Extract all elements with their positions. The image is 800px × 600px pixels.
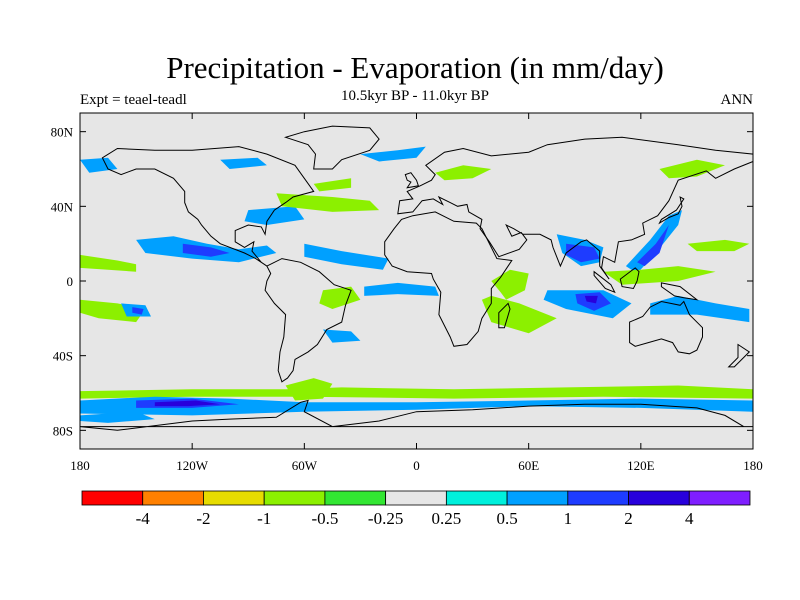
field-region-17 (584, 295, 598, 304)
field-region-9 (132, 307, 144, 315)
field-region-21 (637, 225, 669, 267)
colorbar-box-5 (385, 490, 447, 506)
colorbar-label: 0.25 (431, 509, 461, 528)
coastline-new-guinea (660, 282, 699, 301)
field-region-2 (304, 243, 389, 270)
x-tick-label: 60W (292, 458, 318, 473)
colorbar-label: 2 (624, 509, 633, 528)
coastline-japan (658, 196, 685, 225)
coastline-antarctica (79, 399, 753, 431)
coastline-north-america (101, 146, 315, 267)
colorbar-box-4 (324, 490, 387, 506)
colorbar-box-0 (81, 490, 144, 506)
colorbar-label: -2 (196, 509, 210, 528)
field-region-35 (220, 157, 267, 169)
coastlines (79, 125, 754, 431)
coastline-australia (629, 300, 703, 355)
x-tick-label: 0 (413, 458, 420, 473)
field-region-5 (313, 178, 352, 192)
y-tick-label: 80S (53, 423, 73, 438)
experiment-label: Expt = teael-teadl (80, 92, 187, 108)
x-tick-label: 120W (176, 458, 209, 473)
map-ticks: 180 120W 60W 0 60E 120E 180 80N 40N 0 40S 80S (51, 113, 763, 473)
colorbar-box-2 (203, 490, 265, 506)
x-tick-label: 60E (518, 458, 539, 473)
coastline-south-america (264, 258, 352, 383)
coastline-borneo (619, 267, 640, 290)
field-region-3 (244, 206, 305, 225)
coastline-eurasia (397, 136, 754, 280)
field-region-4 (276, 193, 380, 212)
field-region-33 (435, 165, 492, 181)
colorbar-label: 4 (685, 509, 694, 528)
field-region-1 (182, 243, 230, 257)
field-region-6 (80, 254, 137, 272)
coastline-new-zealand (727, 343, 751, 368)
field-regions (80, 146, 753, 423)
field-region-26 (80, 396, 753, 416)
x-tick-label: 120E (627, 458, 655, 473)
field-region-23 (650, 295, 750, 323)
field-region-12 (323, 329, 361, 343)
colorbar-box-6 (445, 490, 508, 506)
coastline-uk (404, 172, 420, 189)
y-tick-label: 40N (51, 199, 74, 214)
colorbar-label: 0.5 (496, 509, 517, 528)
colorbar-box-7 (506, 490, 569, 506)
coastline-sumatra (593, 270, 616, 294)
field-region-14 (481, 295, 557, 334)
field-region-29 (80, 411, 155, 423)
field-region-28 (154, 400, 221, 407)
field-region-20 (625, 210, 682, 274)
field-region-34 (659, 159, 725, 179)
field-region-11 (364, 282, 439, 296)
colorbar-box-8 (567, 490, 629, 506)
coastline-madagascar (498, 302, 511, 329)
colorbar-box-9 (628, 490, 690, 506)
colorbar-box-1 (142, 490, 204, 506)
season-label: ANN (720, 92, 754, 108)
colorbar-box-3 (263, 490, 326, 506)
colorbar-label: 1 (564, 509, 573, 528)
coastline-greenland (283, 125, 380, 170)
field-region-30 (285, 378, 333, 401)
colorbar: -4 -2 -1 -0.5 -0.25 0.25 0.5 1 2 4 (81, 490, 751, 528)
colorbar-label: -1 (257, 509, 271, 528)
y-tick-label: 80N (51, 125, 74, 140)
y-tick-label: 0 (67, 274, 74, 289)
chart-subtitle: 10.5kyr BP - 11.0kyr BP (340, 88, 490, 104)
colorbar-label: -0.5 (311, 509, 338, 528)
colorbar-label: -0.25 (368, 509, 403, 528)
field-region-19 (566, 243, 600, 263)
y-tick-label: 40S (53, 349, 73, 364)
colorbar-label: -4 (136, 509, 151, 528)
coastline-africa (384, 211, 513, 347)
chart-title: Precipitation - Evaporation (in mm/day) (166, 50, 664, 85)
x-tick-label: 180 (70, 458, 90, 473)
field-region-25 (80, 385, 753, 399)
field-region-31 (360, 146, 426, 162)
colorbar-box-10 (688, 490, 751, 506)
x-tick-label: 180 (743, 458, 763, 473)
field-region-24 (687, 239, 750, 252)
